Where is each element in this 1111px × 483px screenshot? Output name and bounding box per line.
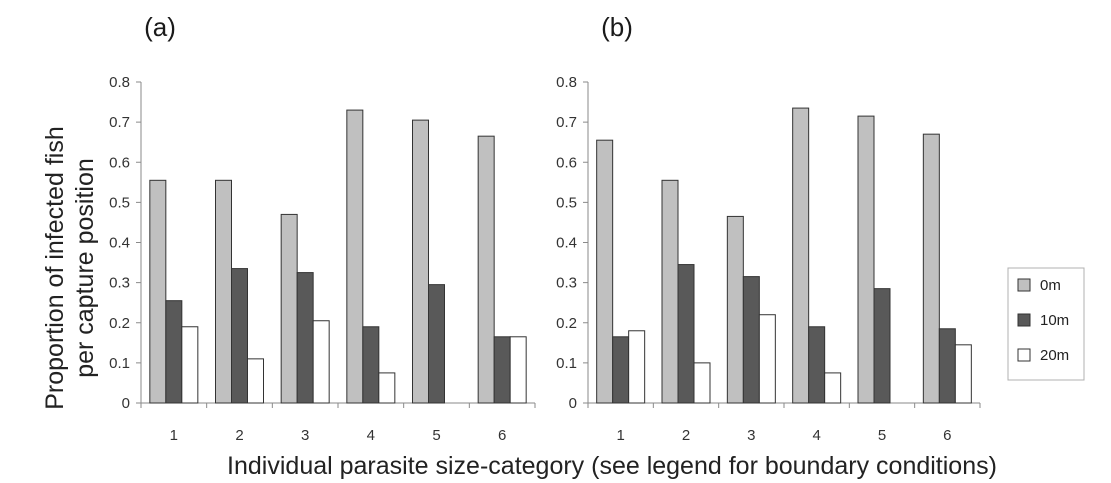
legend-label: 20m [1040, 347, 1069, 364]
panel-a: (a) 0 0.1 0.2 0.3 0.4 0.5 0.6 0.7 0.8 1 2 3 4 5 6 [109, 12, 536, 444]
bar-10m-4 [808, 326, 826, 404]
y-tick-label: 0.8 [556, 74, 577, 91]
bar-10m-4 [362, 326, 380, 404]
bar-20m-6 [509, 336, 527, 404]
bar-0m-1 [596, 139, 614, 404]
y-tick-label: 0.3 [109, 275, 130, 292]
y-axis-title-line1: Proportion of infected fish [41, 126, 69, 410]
y-axis-title-line2: per capture position [71, 158, 99, 378]
legend: 0m 10m 20m [1007, 267, 1085, 381]
panel-label: (a) [144, 12, 176, 42]
y-tick-label: 0.5 [109, 194, 130, 211]
bar-0m-3 [726, 215, 744, 404]
bar-0m-5 [412, 119, 429, 404]
bar-20m-6 [954, 344, 972, 404]
bar-20m-3 [758, 314, 776, 404]
x-tick-label: 4 [367, 427, 375, 444]
bar-0m-3 [280, 213, 298, 404]
bar-10m-2 [231, 268, 248, 404]
y-tick-label: 0.1 [556, 355, 577, 372]
bar-20m-1 [181, 326, 199, 404]
y-tick-label: 0.4 [556, 235, 577, 252]
bar-0m-4 [792, 107, 810, 404]
y-tick-label: 0.2 [109, 315, 130, 332]
y-tick-label: 0.6 [109, 154, 130, 171]
bar-10m-2 [677, 264, 695, 404]
x-tick-label: 2 [682, 427, 690, 444]
bar-10m-6 [938, 328, 956, 404]
bar-0m-4 [346, 109, 364, 404]
y-tick-label: 0.6 [556, 154, 577, 171]
bar-10m-5 [873, 288, 891, 404]
bar-10m-6 [493, 336, 511, 404]
bar-20m-4 [378, 372, 396, 404]
y-tick-label: 0.5 [556, 194, 577, 211]
bar-10m-3 [742, 276, 760, 404]
y-tick-label: 0.8 [109, 74, 130, 91]
bar-0m-2 [215, 179, 232, 404]
x-axis-title: Individual parasite size-category (see l… [227, 452, 997, 480]
x-tick-label: 6 [943, 427, 951, 444]
panel-b: (b) 0 0.1 0.2 0.3 0.4 0.5 0.6 0.7 0.8 1 2 3 4 5 6 [556, 12, 981, 444]
x-tick-label: 3 [747, 427, 755, 444]
x-tick-label: 1 [170, 427, 178, 444]
panel-label: (b) [601, 12, 633, 42]
y-tick-label: 0 [122, 395, 130, 412]
legend-swatch-0m [1017, 278, 1031, 292]
bar-0m-2 [661, 179, 679, 404]
bar-20m-2 [247, 358, 264, 404]
y-tick-label: 0.7 [109, 114, 130, 131]
bar-20m-1 [628, 330, 646, 404]
x-tick-label: 5 [432, 427, 440, 444]
bar-10m-3 [296, 272, 314, 404]
bar-10m-1 [612, 336, 630, 404]
legend-swatch-10m [1017, 313, 1031, 327]
legend-swatch-20m [1017, 348, 1031, 362]
bar-20m-4 [824, 372, 842, 404]
y-tick-label: 0.1 [109, 355, 130, 372]
bar-0m-6 [922, 133, 940, 404]
y-tick-label: 0.4 [109, 235, 130, 252]
y-tick-label: 0.7 [556, 114, 577, 131]
x-tick-label: 6 [498, 427, 506, 444]
bar-20m-3 [312, 320, 330, 404]
y-tick-label: 0.2 [556, 315, 577, 332]
bar-0m-1 [149, 179, 167, 404]
x-tick-label: 3 [301, 427, 309, 444]
x-tick-label: 2 [235, 427, 243, 444]
bar-10m-1 [165, 300, 183, 404]
x-tick-label: 5 [878, 427, 886, 444]
bar-20m-2 [693, 362, 711, 404]
bar-10m-5 [428, 284, 445, 404]
legend-label: 0m [1040, 277, 1061, 294]
x-tick-label: 4 [812, 427, 820, 444]
x-tick-label: 1 [616, 427, 624, 444]
y-tick-label: 0.3 [556, 275, 577, 292]
bar-0m-5 [857, 115, 875, 404]
legend-label: 10m [1040, 312, 1069, 329]
y-tick-label: 0 [569, 395, 577, 412]
bar-0m-6 [477, 135, 495, 404]
